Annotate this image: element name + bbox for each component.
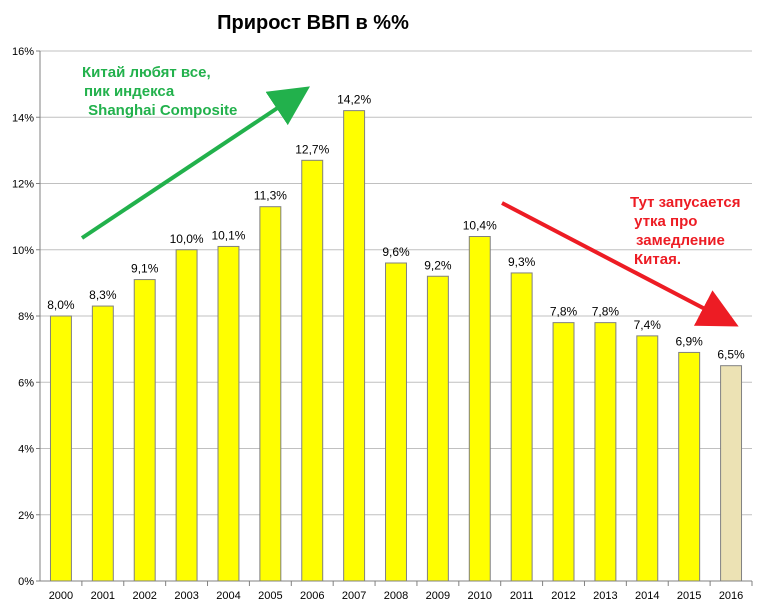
annotation-red-arrow [501,201,739,327]
y-tick-label: 16% [12,46,34,58]
x-tick-label: 2005 [258,590,282,602]
bar-2004 [217,245,240,582]
x-tick-label: 2014 [635,590,659,602]
y-tick-labels: 0% 2% 4% 6% 8% 10% 12% 14% 16% [12,46,40,588]
data-label-2005: 11,3% [254,189,287,203]
bar-2015 [678,351,701,582]
annotation-green-line-3: Shanghai Composite [84,102,237,119]
x-tick-label: 2001 [91,590,115,602]
bar-2000 [49,315,72,582]
bar-2016 [720,365,743,582]
data-label-2010: 10,4% [463,219,497,233]
annotation-green-line-1: Китай любят все, [82,64,211,81]
data-label-2008: 9,6% [382,245,410,259]
x-tick-label: 2008 [384,590,408,602]
y-tick-label: 14% [12,112,34,124]
y-tick-label: 6% [18,377,34,389]
x-tick-label: 2009 [426,590,450,602]
data-label-2012: 7,8% [550,305,578,319]
annotation-green: Китай любят все, пик индекса Shanghai Co… [80,64,310,240]
bars [49,110,743,582]
annotation-green-arrow [80,86,310,240]
y-tick-label: 4% [18,444,34,456]
x-tick-label: 2012 [551,590,575,602]
y-tick-label: 8% [18,311,34,323]
bar-2001 [91,305,114,582]
x-tick-label: 2007 [342,590,366,602]
data-label-2011: 9,3% [508,255,536,269]
data-label-2002: 9,1% [131,262,159,276]
bar-2009 [426,275,449,582]
bar-2014 [636,335,659,582]
x-tick-label: 2011 [510,590,534,602]
data-label-2015: 6,9% [675,334,703,348]
x-tick-label: 2000 [49,590,73,602]
data-label-2007: 14,2% [337,93,371,107]
annotation-green-line-2: пик индекса [84,83,175,100]
x-tick-label: 2003 [174,590,198,602]
bar-2002 [133,279,156,582]
annotation-red-line-3: замедление [636,232,725,249]
bar-2012 [552,322,575,582]
y-tick-label: 0% [18,576,34,588]
data-label-2013: 7,8% [592,305,620,319]
x-tick-label: 2006 [300,590,324,602]
x-tick-label: 2015 [677,590,701,602]
annotation-red-line-1: Тут запусается [630,194,741,211]
annotation-red-line-2: утка про [630,213,697,230]
chart-title: Прирост ВВП в %% [217,12,409,34]
bar-2008 [385,262,407,582]
data-label-2004: 10,1% [211,228,245,242]
bar-2013 [594,322,617,582]
annotation-red-line-4: Китая. [634,251,681,268]
x-tick-label: 2010 [468,590,492,602]
bar-2006 [301,159,324,582]
x-tick-label: 2002 [132,590,156,602]
data-label-2001: 8,3% [89,288,117,302]
data-labels: 8,0% 8,3% 9,1% 10,0% 10,1% 11,3% 12,7% 14,2% 9,6… [47,93,745,362]
x-tick-label: 2004 [216,590,240,602]
bar-2005 [259,206,282,582]
x-tick-label: 2016 [719,590,743,602]
data-label-2003: 10,0% [170,232,204,246]
data-label-2000: 8,0% [47,298,75,312]
bar-2007 [343,110,366,582]
data-label-2016: 6,5% [717,348,745,362]
y-tick-label: 2% [18,510,34,522]
x-tick-labels: 2000 2001 2002 2003 2004 2005 2006 2007 2008 2009… [49,581,753,602]
data-label-2009: 9,2% [424,258,452,272]
data-label-2006: 12,7% [295,142,329,156]
annotation-red: Тут запусается утка про замедление Китая… [501,194,741,327]
bar-2003 [175,249,198,582]
data-label-2014: 7,4% [634,318,662,332]
bar-2011 [510,272,533,582]
x-tick-label: 2013 [593,590,617,602]
bar-2010 [468,236,491,582]
y-tick-label: 10% [12,245,34,257]
y-tick-label: 12% [12,179,34,191]
